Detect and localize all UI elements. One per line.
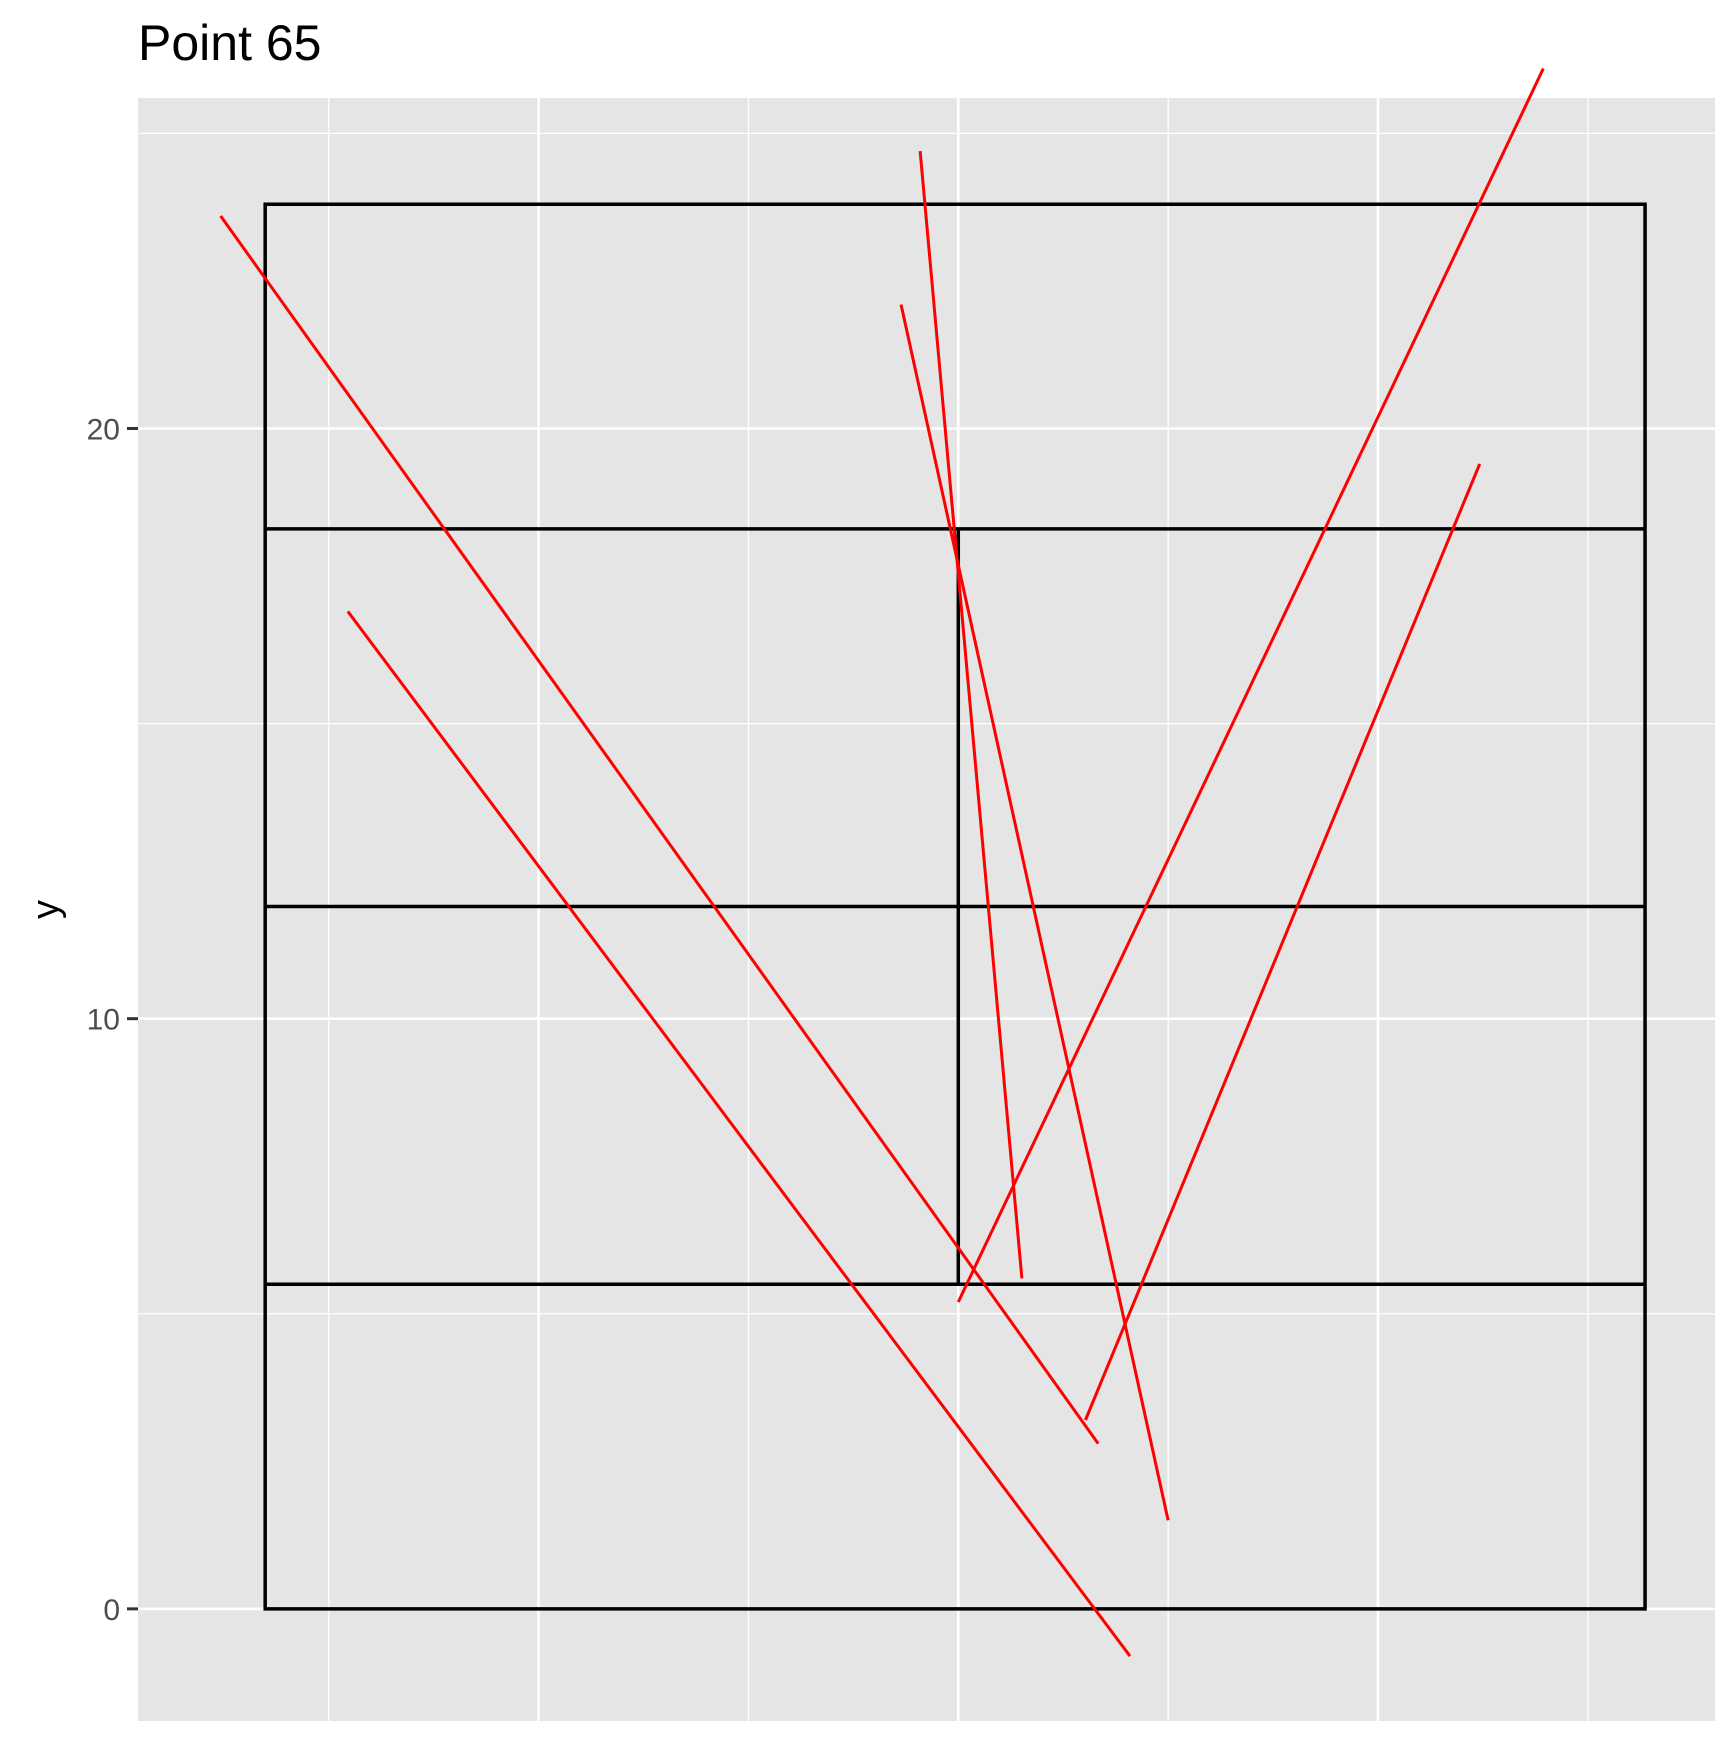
- red-segment: [956, 67, 1545, 1303]
- y-tick-label: 0: [103, 1594, 120, 1627]
- segment-layer: [219, 67, 1545, 1657]
- chart-title: Point 65: [138, 15, 322, 71]
- y-axis: 0 10 20: [87, 414, 138, 1627]
- red-segment: [918, 150, 1024, 1279]
- rectangle-layer: [263, 202, 1647, 1611]
- plot-panel: [138, 98, 1715, 1721]
- y-axis-title: y: [25, 900, 67, 919]
- y-tick-label: 10: [87, 1004, 120, 1037]
- red-segment: [899, 304, 1170, 1521]
- red-segment: [1084, 463, 1482, 1421]
- red-segment: [346, 610, 1132, 1657]
- red-segment: [219, 215, 1100, 1445]
- y-tick-label: 20: [87, 414, 120, 447]
